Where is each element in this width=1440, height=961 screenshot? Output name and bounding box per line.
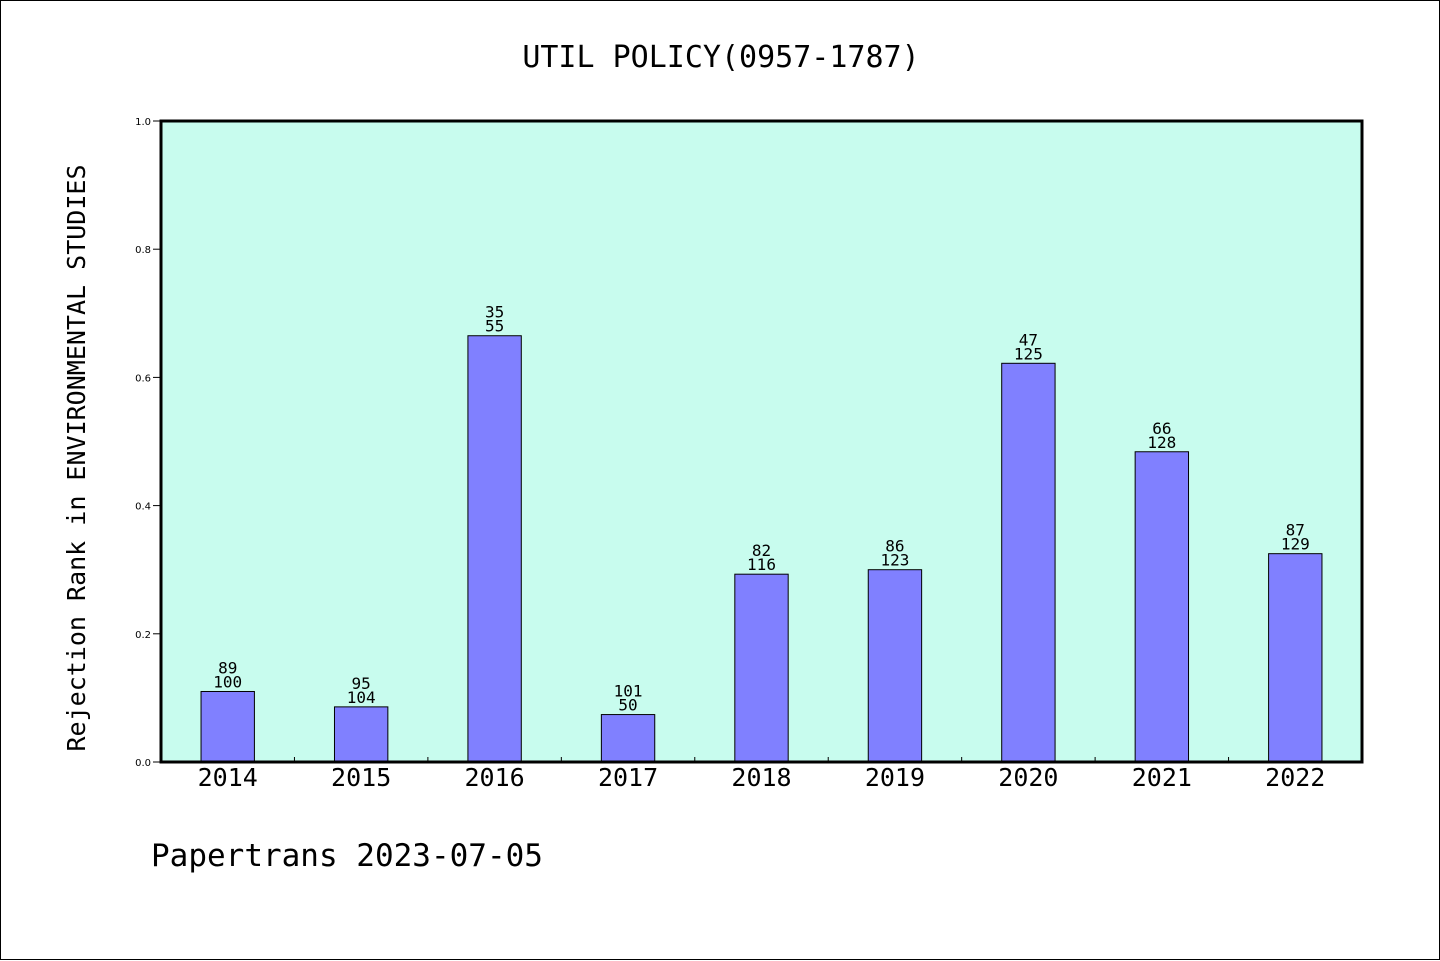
bar-2017 (600, 714, 656, 763)
bar-label-bottom-2020: 125 (1014, 344, 1043, 363)
bar-2020 (1001, 362, 1056, 763)
footer-text: Papertrans 2023-07-05 (151, 838, 543, 874)
bar-2015 (333, 706, 389, 763)
bar-label-top-2020: 47 (1019, 330, 1038, 349)
bar-label-bottom-2014: 100 (213, 672, 242, 691)
bar-label-top-2022: 87 (1286, 521, 1305, 540)
bar-2019 (867, 569, 923, 763)
x-tick-label-2014: 2014 (198, 763, 258, 792)
bar-label-bottom-2018: 116 (747, 555, 776, 574)
x-tick-label-2022: 2022 (1265, 763, 1325, 792)
x-tick-label-2016: 2016 (465, 763, 525, 792)
bar-label-top-2021: 66 (1152, 419, 1171, 438)
y-axis-label: Rejection Rank in ENVIRONMENTAL STUDIES (62, 165, 91, 752)
chart-title: UTIL POLICY(0957-1787) (522, 40, 919, 75)
bar-2021 (1134, 451, 1190, 763)
bar-label-bottom-2016: 55 (485, 317, 504, 336)
x-tick-label-2015: 2015 (331, 763, 391, 792)
bar-2022 (1268, 553, 1323, 763)
bar-label-bottom-2021: 128 (1147, 433, 1176, 452)
y-tick-label-0.6: 0.6 (135, 373, 151, 384)
bar-label-bottom-2022: 129 (1281, 535, 1310, 554)
y-tick-label-0.8: 0.8 (135, 245, 151, 256)
bar-label-top-2015: 95 (352, 674, 371, 693)
x-tick-label-2020: 2020 (998, 763, 1058, 792)
x-tick-label-2019: 2019 (865, 763, 925, 792)
bar-label-top-2014: 89 (218, 658, 237, 677)
x-tick-label-2018: 2018 (731, 763, 791, 792)
bar-label-top-2018: 82 (752, 541, 771, 560)
bar-label-bottom-2015: 104 (347, 688, 376, 707)
x-tick-label-2021: 2021 (1132, 763, 1192, 792)
y-tick-label-0.2: 0.2 (135, 630, 151, 641)
bar-label-top-2016: 35 (485, 303, 504, 322)
bar-label-top-2017: 101 (614, 682, 643, 701)
bar-2016 (467, 335, 522, 763)
x-tick-label-2017: 2017 (598, 763, 658, 792)
bar-2014 (200, 690, 255, 763)
y-tick-label-0.0: 0.0 (135, 758, 151, 769)
bar-label-bottom-2019: 123 (880, 551, 909, 570)
bar-2018 (734, 573, 789, 763)
y-tick-label-0.4: 0.4 (135, 502, 151, 513)
bar-label-bottom-2017: 50 (618, 696, 637, 715)
y-tick-label-1.0: 1.0 (135, 117, 151, 128)
ticks-group: 2014 2015 2016 2017 2018 2019 2020 2021 2022 0.0 0… (135, 117, 1325, 792)
bar-label-top-2019: 86 (885, 537, 904, 556)
plot-border (159, 119, 1364, 764)
